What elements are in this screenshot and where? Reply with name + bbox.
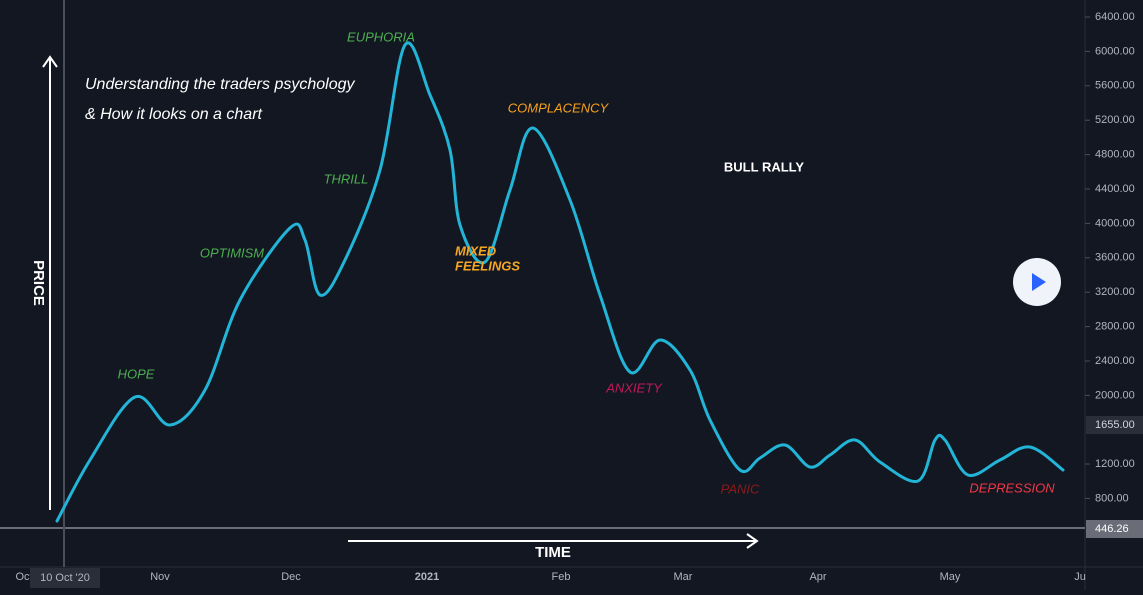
price-label: 2400.00 <box>1095 355 1135 367</box>
phase-label: MIXED <box>455 243 497 258</box>
play-icon[interactable] <box>1032 273 1046 291</box>
price-label: 6400.00 <box>1095 11 1135 23</box>
price-label: 2800.00 <box>1095 321 1135 333</box>
phase-label: THRILL <box>324 171 369 186</box>
price-label: 800.00 <box>1095 492 1129 504</box>
price-label: 6000.00 <box>1095 45 1135 57</box>
time-label: Apr <box>809 571 826 583</box>
drawn-curve <box>55 41 1065 523</box>
price-marker: 446.26 <box>1095 523 1129 535</box>
price-axis: 6400.00 6000.00 5600.00 5200.00 4800.00 4400.… <box>1085 11 1143 538</box>
price-marker: 1655.00 <box>1095 419 1135 431</box>
time-label: Feb <box>552 571 571 583</box>
heading-line: Understanding the traders psychology <box>85 76 355 93</box>
play-button[interactable] <box>1013 258 1061 306</box>
price-label: 4400.00 <box>1095 183 1135 195</box>
price-label: 3600.00 <box>1095 252 1135 264</box>
price-label: 4800.00 <box>1095 149 1135 161</box>
time-axis: Oct Nov Dec 2021 Feb Mar Apr May Ju 10 Oct '20 <box>15 568 1086 588</box>
price-label: 1200.00 <box>1095 458 1135 470</box>
time-cursor-box <box>30 568 100 588</box>
phase-label: ANXIETY <box>605 380 663 395</box>
time-arrow-head <box>746 533 759 549</box>
time-label: Ju <box>1074 571 1086 583</box>
time-label: Nov <box>150 571 170 583</box>
time-cursor: 10 Oct '20 <box>40 572 90 584</box>
time-label: Oct <box>15 571 32 583</box>
time-label: Dec <box>281 571 301 583</box>
price-label: 5600.00 <box>1095 80 1135 92</box>
phase-label: OPTIMISM <box>200 245 264 260</box>
phase-label: DEPRESSION <box>969 480 1055 495</box>
price-title: PRICE <box>30 260 47 306</box>
price-marker-box <box>1086 416 1143 434</box>
time-label: 2021 <box>415 571 439 583</box>
price-marker-box <box>1086 520 1143 538</box>
price-arrow-head <box>42 55 58 68</box>
time-label: Mar <box>674 571 693 583</box>
heading-line: & How it looks on a chart <box>85 106 263 123</box>
time-label: May <box>940 571 961 583</box>
price-label: 3200.00 <box>1095 286 1135 298</box>
phase-label: HOPE <box>118 366 155 381</box>
time-title: TIME <box>535 544 571 561</box>
phase-label: FEELINGS <box>455 258 520 273</box>
price-label: 4000.00 <box>1095 217 1135 229</box>
price-label: 5200.00 <box>1095 114 1135 126</box>
phase-label: PANIC <box>721 481 760 496</box>
price-label: 2000.00 <box>1095 389 1135 401</box>
phase-label: BULL RALLY <box>724 159 805 174</box>
phase-label: COMPLACENCY <box>508 100 610 115</box>
phase-label: EUPHORIA <box>347 29 415 44</box>
